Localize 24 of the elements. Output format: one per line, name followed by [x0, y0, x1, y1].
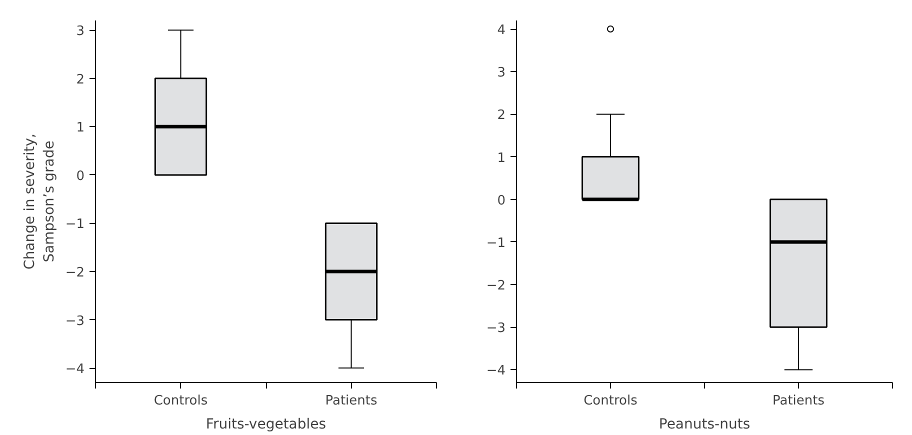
- x-tick-label: Patients: [325, 394, 378, 408]
- y-tick-label: 2: [76, 72, 85, 88]
- y-tick-label: 3: [497, 66, 506, 81]
- y-tick-label: 3: [76, 24, 85, 40]
- y-tick-label: 4: [497, 23, 506, 38]
- x-tick-label: Controls: [154, 394, 208, 408]
- y-axis-title: Change in severity, Sampson’s grade: [22, 134, 58, 270]
- y-tick-label: −2: [65, 265, 85, 280]
- y-tick-label: −3: [486, 321, 506, 336]
- y-tick-label: −3: [65, 314, 85, 329]
- y-tick-label: −1: [486, 236, 506, 251]
- x-axis-title: Fruits-vegetables: [206, 416, 326, 432]
- y-tick-label: 1: [76, 120, 85, 136]
- y-tick-label: 1: [497, 150, 506, 166]
- y-tick-label: −4: [486, 364, 506, 379]
- y-tick-label: −1: [65, 217, 85, 232]
- y-tick-label: −2: [486, 278, 506, 294]
- x-tick-label: Controls: [584, 394, 638, 408]
- y-tick-label: 0: [76, 168, 85, 184]
- y-tick-label: −4: [65, 362, 85, 378]
- x-tick-label: Patients: [772, 394, 825, 408]
- x-axis-title: Peanuts-nuts: [658, 416, 750, 432]
- y-tick-label: 2: [497, 108, 506, 124]
- y-tick-label: 0: [497, 193, 506, 208]
